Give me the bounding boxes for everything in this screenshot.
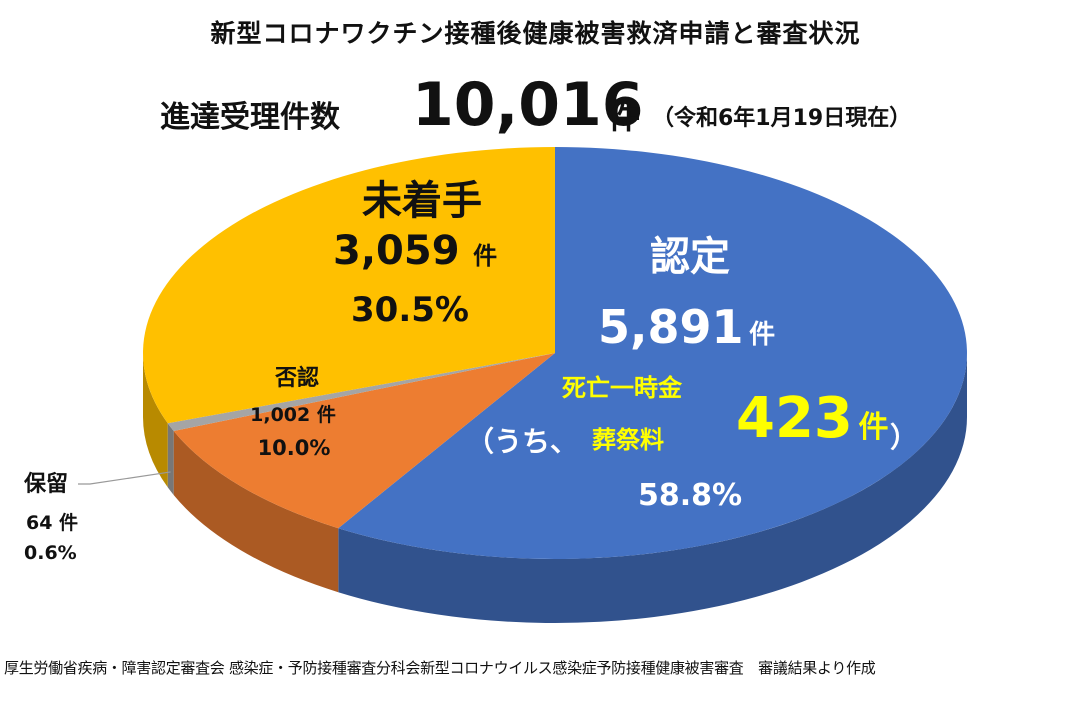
pie-side-0 bbox=[338, 353, 967, 623]
pie-slice-1 bbox=[173, 353, 555, 529]
slice-value-number: 5,891 bbox=[598, 300, 744, 354]
slice-percent-mitchakushu: 30.5% bbox=[351, 290, 469, 330]
slice-label-nintei: 認定 bbox=[650, 234, 730, 280]
slice-value-unit: 件 bbox=[749, 320, 776, 350]
annotation-line2: 葬祭料 bbox=[592, 426, 664, 454]
annotation-close: ） bbox=[890, 421, 919, 454]
slice-percent-horyu: 0.6% bbox=[24, 542, 77, 564]
slice-label-mitchakushu: 未着手 bbox=[362, 178, 482, 224]
pie-side-2 bbox=[167, 423, 174, 495]
total-unit: 件 bbox=[608, 98, 641, 136]
pie-slice-2 bbox=[167, 353, 555, 431]
slice-value-nintei: 5,891 件 bbox=[598, 300, 775, 354]
slice-value-mitchakushu: 3,059 件 bbox=[333, 228, 497, 274]
pie-slice-0 bbox=[338, 147, 968, 560]
pie-slice-3 bbox=[142, 147, 555, 424]
total-label: 進達受理件数 bbox=[160, 100, 340, 135]
total-value: 10,016 bbox=[412, 70, 644, 140]
as-of-date: （令和6年1月19日現在） bbox=[652, 106, 912, 131]
source-note: 厚生労働省疾病・障害認定審査会 感染症・予防接種審査分科会新型コロナウイルス感染… bbox=[4, 659, 876, 677]
pie-side-1 bbox=[173, 430, 339, 593]
annotation-unit: 件 bbox=[858, 410, 889, 445]
pie-side-3 bbox=[143, 353, 168, 488]
slice-value-horyu: 64 件 bbox=[26, 512, 79, 534]
slice-value-hinin: 1,002 件 bbox=[250, 404, 336, 426]
annotation-number: 423 bbox=[736, 386, 853, 451]
annotation-open: （うち、 bbox=[466, 425, 579, 458]
slice-percent-nintei: 58.8% bbox=[637, 478, 743, 513]
slice-value-unit: 件 bbox=[473, 242, 498, 270]
slice-label-hinin: 否認 bbox=[274, 366, 320, 391]
annotation-value: 423 件 bbox=[736, 386, 888, 451]
annotation-line1: 死亡一時金 bbox=[562, 374, 682, 402]
slice-percent-hinin: 10.0% bbox=[257, 436, 331, 460]
leader-line-horyu bbox=[78, 471, 171, 485]
slice-label-horyu: 保留 bbox=[24, 472, 69, 497]
slice-value-number: 3,059 bbox=[333, 228, 460, 274]
chart-title: 新型コロナワクチン接種後健康被害救済申請と審査状況 bbox=[210, 19, 861, 48]
